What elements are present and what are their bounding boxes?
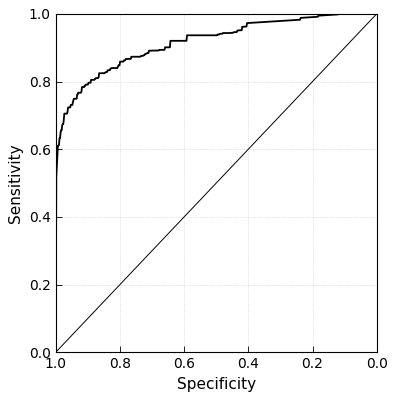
X-axis label: Specificity: Specificity	[177, 377, 256, 392]
Y-axis label: Sensitivity: Sensitivity	[8, 143, 23, 223]
